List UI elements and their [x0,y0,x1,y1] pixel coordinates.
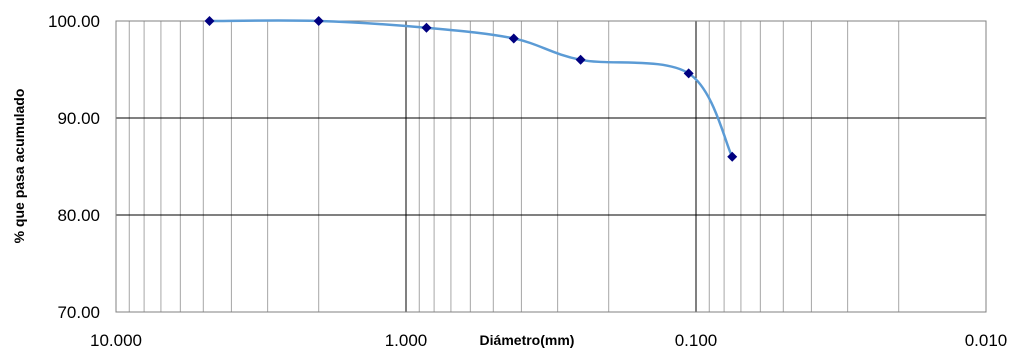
x-tick-label: 10.000 [90,331,142,350]
data-point [575,54,586,65]
plot-area-border [115,20,987,313]
y-axis-title: % que pasa acumulado [11,89,27,244]
y-tick-label: 90.00 [57,109,100,128]
data-point [508,33,519,44]
data-point [727,151,738,162]
data-point [313,16,324,26]
data-point [683,68,694,79]
series-line [209,19,734,158]
grid-lines [116,21,986,312]
x-axis-title: Diámetro(mm) [480,332,575,348]
x-tick-label: 1.000 [385,331,428,350]
data-point [421,22,432,33]
data-point [204,16,215,26]
tick-labels: 70.00 80.00 90.00 100.00 10.000 1.000 0.100 0.0… [48,12,1007,350]
x-tick-label: 0.010 [965,331,1008,350]
y-tick-label: 70.00 [57,303,100,322]
x-tick-label: 0.100 [675,331,718,350]
data-series [204,16,738,162]
y-tick-label: 80.00 [57,206,100,225]
y-tick-label: 100.00 [48,12,100,31]
